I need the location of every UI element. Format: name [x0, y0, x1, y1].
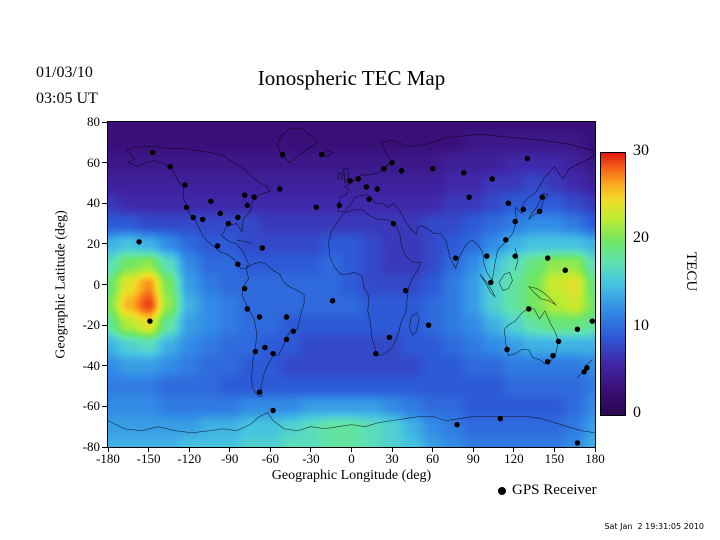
x-tick-mark: [310, 448, 312, 452]
x-tick-label: 180: [585, 451, 605, 466]
x-tick-label: -150: [136, 451, 161, 466]
y-tick-label: -20: [82, 317, 100, 333]
x-tick-label: -60: [261, 451, 279, 466]
y-tick-label: 20: [87, 235, 100, 251]
x-tick-label: -120: [177, 451, 202, 466]
x-tick-mark: [351, 448, 352, 452]
y-tick-mark: [102, 324, 107, 326]
x-tick-label: 30: [385, 451, 399, 466]
y-tick-mark: [102, 121, 107, 123]
x-tick-label: -180: [96, 451, 120, 466]
gps-legend-label: GPS Receiver: [512, 482, 597, 498]
x-tick-mark: [513, 448, 515, 452]
colorbar-tick-label: 0: [633, 404, 641, 421]
x-tick-mark: [432, 448, 434, 452]
y-tick-mark: [102, 405, 107, 407]
gps-receiver-marker-icon: [498, 486, 506, 495]
y-tick-label: -60: [82, 398, 100, 414]
x-tick-label: -90: [221, 451, 239, 466]
y-tick-mark: [102, 446, 107, 448]
date-time-block: 01/03/10 03:05 UT: [36, 60, 98, 112]
y-tick-label: 40: [87, 195, 100, 211]
x-tick-label: 120: [504, 451, 524, 466]
y-tick-mark: [102, 243, 107, 245]
x-tick-label: -30: [302, 451, 320, 466]
y-tick-mark: [102, 162, 107, 164]
y-tick-label: -40: [82, 357, 100, 373]
colorbar-tick-label: 20: [633, 229, 649, 247]
y-tick-label: -80: [82, 439, 100, 454]
colorbar-tick-label: 10: [633, 316, 649, 334]
x-tick-label: 150: [544, 451, 565, 466]
y-tick-mark: [102, 365, 107, 367]
y-tick-label: 80: [87, 114, 100, 129]
render-timestamp: Sat Jan 2 19:31:05 2010: [604, 522, 704, 531]
tec-heatmap-canvas: [108, 122, 595, 447]
gps-legend: GPS Receiver: [498, 482, 597, 499]
x-tick-label: 90: [466, 451, 480, 466]
y-tick-label: 60: [87, 154, 100, 170]
x-tick-mark: [472, 448, 474, 452]
colorbar-unit-label: TECU: [683, 252, 699, 292]
x-tick-mark: [269, 448, 271, 452]
time-label: 03:05 UT: [36, 90, 98, 107]
map-plot-area: [107, 121, 596, 448]
x-tick-mark: [229, 448, 231, 452]
date-label: 01/03/10: [36, 64, 93, 81]
y-tick-mark: [102, 284, 107, 285]
chart-title: Ionospheric TEC Map: [257, 66, 446, 90]
y-tick-mark: [102, 202, 107, 204]
x-tick-mark: [594, 448, 596, 452]
x-tick-mark: [391, 448, 393, 452]
x-tick-mark: [148, 448, 150, 452]
x-tick-label: 60: [426, 451, 440, 466]
colorbar-tick-label: 30: [633, 142, 649, 159]
x-axis-label: Geographic Longitude (deg): [271, 468, 432, 483]
x-tick-mark: [553, 448, 555, 452]
colorbar: [600, 152, 626, 416]
x-tick-mark: [107, 448, 109, 452]
x-tick-mark: [188, 448, 190, 452]
colorbar-gradient: [601, 153, 625, 415]
y-tick-label: 0: [93, 276, 101, 292]
x-tick-label: 0: [348, 451, 355, 466]
